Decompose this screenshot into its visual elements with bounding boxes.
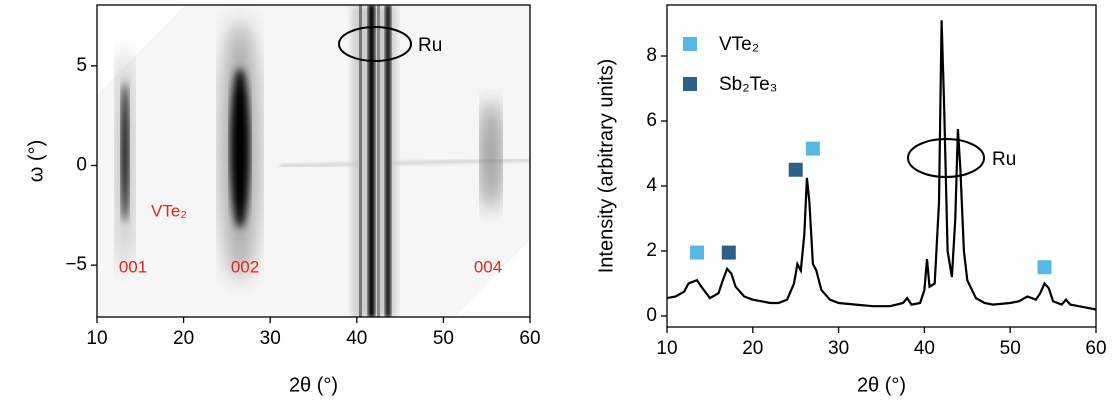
x-tick-label: 20 [173, 328, 194, 349]
diffraction-map [97, 5, 530, 317]
x-tick-label: 50 [1000, 338, 1021, 359]
annotation: 001 [119, 257, 147, 276]
annotation: VTe₂ [151, 201, 187, 220]
x-axis-label: 2θ (°) [289, 374, 338, 396]
x-tick-label: 60 [1085, 338, 1106, 359]
x-tick-label: 40 [914, 338, 935, 359]
map-background [97, 5, 530, 317]
y-axis-label: Intensity (arbitrary units) [595, 59, 617, 274]
annotation: 004 [474, 257, 502, 276]
legend-label: VTe₂ [719, 34, 759, 55]
marker [788, 162, 803, 177]
axes-frame [666, 4, 1097, 328]
y-tick-label: 4 [646, 175, 657, 196]
y-axis-label: ω (°) [25, 140, 47, 183]
ru-ellipse [338, 26, 412, 62]
x-tick-label: 60 [519, 328, 540, 349]
annotation: 002 [231, 257, 259, 276]
x-axis-label: 2θ (°) [857, 374, 906, 396]
axes-frame [96, 4, 531, 318]
x-tick-label: 10 [86, 328, 107, 349]
peak-004 [481, 100, 501, 210]
y-tick-label: 0 [646, 305, 657, 326]
y-tick-label: 8 [646, 45, 657, 66]
ru-line [385, 5, 391, 317]
ru-line [359, 5, 362, 317]
marker [721, 245, 736, 260]
y-tick-label: 0 [76, 155, 87, 176]
x-tick-label: 30 [260, 328, 281, 349]
annotation: Ru [418, 35, 442, 56]
marker [690, 245, 705, 260]
ru-line [368, 5, 375, 317]
y-tick-label: 6 [646, 110, 657, 131]
legend-swatch [683, 77, 697, 91]
x-tick-label: 10 [656, 338, 677, 359]
legend-swatch [683, 37, 697, 51]
y-tick-label: 5 [76, 55, 87, 76]
x-tick-label: 30 [828, 338, 849, 359]
x-tick-label: 50 [433, 328, 454, 349]
data-line [666, 20, 1097, 311]
annotation: Ru [992, 149, 1016, 170]
peak-002 [230, 68, 250, 228]
y-tick-label: −5 [65, 254, 87, 275]
peak-001 [121, 82, 129, 222]
x-tick-label: 40 [346, 328, 367, 349]
legend-label: Sb₂Te₃ [719, 74, 777, 95]
y-tick-label: 2 [646, 240, 657, 261]
ru-line [377, 5, 380, 317]
marker [805, 141, 820, 156]
x-tick-label: 20 [742, 338, 763, 359]
marker [1037, 260, 1052, 275]
